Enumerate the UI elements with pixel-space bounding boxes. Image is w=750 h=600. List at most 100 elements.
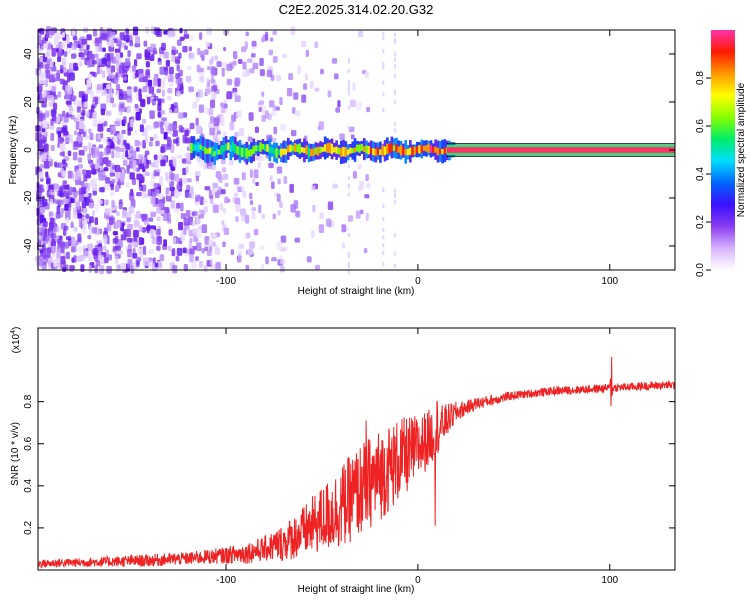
spectrogram-cell	[249, 68, 255, 74]
spectrogram-cell	[235, 110, 242, 118]
spectrogram-cell	[176, 247, 183, 256]
spectrogram-cell	[201, 224, 208, 234]
spectrogram-cell	[94, 37, 100, 47]
spectrogram-cell	[145, 171, 150, 177]
spectrogram-cell	[76, 212, 83, 219]
spectrogram-cell	[234, 95, 241, 103]
signal-segment	[217, 149, 221, 155]
signal-segment	[284, 148, 288, 155]
spectrogram-cell	[365, 173, 369, 182]
spectrogram-cell	[60, 167, 65, 173]
spectrogram-cell	[138, 249, 144, 258]
spectrogram-cell	[172, 265, 178, 274]
spectrogram-cell	[49, 189, 55, 195]
spectrogram-cell	[306, 256, 312, 263]
spectrogram-cell	[251, 40, 257, 47]
signal-segment	[206, 148, 210, 155]
spectrogram-cell	[165, 187, 169, 195]
spectrogram-cell	[168, 66, 174, 75]
spectrogram-cell	[327, 90, 332, 98]
spectrogram-cell	[88, 252, 93, 261]
spectrogram-cell	[226, 91, 233, 100]
spectrogram-cell	[160, 127, 164, 134]
spectrogram-cell	[151, 196, 157, 205]
spectrogram-cell	[204, 235, 210, 245]
spectrogram-cell	[118, 64, 123, 74]
signal-segment	[300, 147, 304, 153]
spectrogram-cell	[47, 95, 54, 101]
spectrogram-cell	[222, 173, 229, 180]
spectrogram-cell	[356, 101, 362, 110]
spectrogram-cell	[277, 178, 281, 185]
spectrogram-cell	[85, 89, 91, 95]
spectrogram-cell	[148, 86, 155, 94]
spectrogram-cell	[238, 58, 243, 65]
spectrogram-cell	[159, 110, 166, 115]
spectrogram-cell	[304, 73, 309, 81]
spectrogram-cell	[147, 260, 154, 267]
spectrogram-cell	[126, 181, 130, 188]
signal-segment	[215, 148, 219, 155]
colorbar-label: Normalized spectral amplitude	[736, 82, 747, 217]
spectrogram-cell	[347, 176, 350, 181]
colorbar: 0.0 0.2 0.4 0.6 0.8 Normalized spectral ampl…	[695, 30, 747, 277]
y-tick-label: 20	[23, 96, 34, 108]
spectrogram-cell	[157, 78, 161, 87]
spectrogram-cell	[168, 123, 174, 132]
snr-series	[37, 356, 676, 570]
spectrogram-cell	[176, 154, 183, 159]
spectrogram-cell	[183, 30, 188, 35]
spectrogram-cell	[179, 27, 183, 34]
spectrogram-cell	[90, 90, 95, 100]
spectrogram-cell	[258, 106, 262, 112]
spectrogram-cell	[72, 35, 78, 41]
spectrogram-cell	[366, 106, 371, 113]
spectrogram-cell	[72, 187, 76, 193]
spectrogram-cell	[269, 175, 273, 182]
spectrogram-cell	[57, 190, 63, 197]
spectrogram-cell	[111, 178, 116, 184]
spectrogram-cell	[111, 150, 115, 159]
spectrogram-cell	[393, 99, 396, 104]
spectrogram-cell	[163, 74, 170, 79]
signal-segment	[353, 147, 357, 153]
signal-segment	[282, 148, 285, 155]
spectrogram-cell	[312, 204, 316, 213]
spectrogram-cell	[260, 263, 265, 271]
signal-segment	[385, 143, 389, 154]
spectrogram-cell	[110, 191, 115, 196]
spectrogram-cell	[186, 178, 192, 183]
spectrogram-cell	[117, 39, 123, 46]
spectrogram-cell	[120, 103, 125, 109]
spectrogram-cell	[105, 249, 109, 255]
spectrogram-cell	[294, 110, 301, 117]
spectrogram-cell	[281, 53, 287, 59]
spectrogram-cell	[175, 91, 181, 97]
spectrogram-cell	[125, 58, 131, 66]
signal-segment	[379, 149, 382, 155]
snr-line	[37, 356, 676, 570]
spectrogram-cell	[148, 141, 153, 147]
signal-segment	[227, 142, 230, 151]
spectrogram-cell	[198, 214, 205, 219]
spectrogram-cell	[176, 64, 180, 72]
signal-segment	[427, 143, 431, 153]
spectrogram-cell	[38, 61, 43, 69]
spectrogram-cell	[212, 84, 218, 91]
spectrogram-cell	[147, 96, 151, 105]
spectrogram-cell	[259, 245, 265, 250]
snr-x-ticks: -100 0 100	[216, 328, 619, 586]
spectrogram-cell	[133, 229, 139, 238]
spectrogram-cell	[219, 116, 225, 126]
spectrogram-cell	[145, 124, 152, 131]
spectrogram-cell	[90, 105, 95, 113]
spectrogram-cell	[317, 125, 321, 131]
spectrogram-cell	[176, 202, 181, 209]
spectrogram-cell	[214, 248, 221, 255]
signal-segment	[243, 148, 246, 156]
spectrogram-cell	[196, 64, 201, 73]
spectrogram-cell	[219, 203, 223, 211]
signal-segment	[365, 145, 368, 154]
spectrogram-cell	[115, 90, 120, 96]
spectrogram-cell	[47, 42, 52, 50]
